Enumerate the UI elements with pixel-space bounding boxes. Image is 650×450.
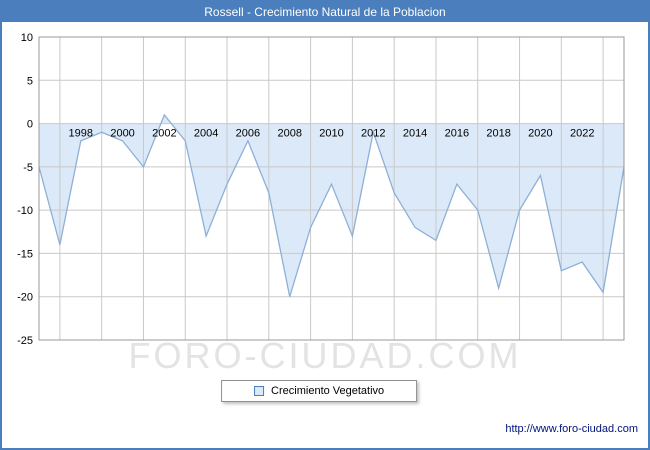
- gridlines: [39, 37, 624, 340]
- svg-text:2002: 2002: [152, 128, 176, 140]
- svg-text:2000: 2000: [110, 128, 134, 140]
- svg-text:-20: -20: [17, 292, 33, 304]
- svg-text:-25: -25: [17, 335, 33, 347]
- svg-text:2010: 2010: [319, 128, 343, 140]
- legend-swatch-icon: [254, 386, 265, 396]
- svg-text:10: 10: [21, 32, 33, 44]
- svg-text:2018: 2018: [486, 128, 510, 140]
- plot-border: [38, 36, 625, 341]
- svg-text:2020: 2020: [528, 128, 552, 140]
- footer-site-link[interactable]: http://www.foro-ciudad.com: [505, 423, 638, 435]
- svg-text:2012: 2012: [361, 128, 385, 140]
- svg-text:2014: 2014: [403, 128, 427, 140]
- svg-text:2006: 2006: [236, 128, 260, 140]
- svg-text:-15: -15: [17, 248, 33, 260]
- chart-title: Rossell - Crecimiento Natural de la Pobl…: [2, 2, 648, 22]
- svg-text:1998: 1998: [69, 128, 93, 140]
- legend-label: Crecimiento Vegetativo: [271, 385, 385, 397]
- area-series: [39, 114, 624, 297]
- svg-text:-10: -10: [17, 205, 33, 217]
- legend-box: Crecimiento Vegetativo: [221, 380, 418, 402]
- svg-text:0: 0: [27, 119, 33, 131]
- svg-text:2016: 2016: [445, 128, 469, 140]
- svg-text:2008: 2008: [277, 128, 301, 140]
- line-series: [38, 113, 625, 297]
- y-axis-labels: -25 -20 -15 -10 -5 0 5 10: [17, 32, 33, 347]
- svg-text:2022: 2022: [570, 128, 594, 140]
- svg-text:5: 5: [27, 75, 33, 87]
- svg-text:-5: -5: [23, 162, 33, 174]
- svg-text:2004: 2004: [194, 128, 218, 140]
- x-axis-labels: 1998 2000 2002 2004 2006 2008 2010 2012 2014 2016…: [69, 128, 595, 140]
